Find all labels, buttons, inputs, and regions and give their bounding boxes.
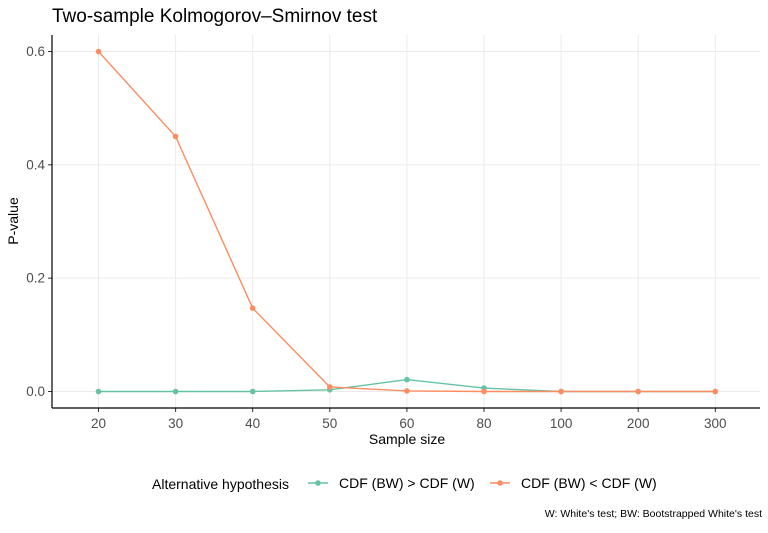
x-tick-label: 20: [91, 416, 106, 431]
legend-entry: CDF (BW) > CDF (W): [308, 475, 475, 491]
data-point: [481, 388, 487, 395]
legend: Alternative hypothesis CDF (BW) > CDF (W…: [152, 475, 657, 492]
legend-key-point: [315, 480, 321, 486]
x-tick-label: 80: [476, 416, 491, 431]
data-point: [249, 388, 256, 395]
data-point: [95, 388, 102, 395]
chart-title: Two-sample Kolmogorov–Smirnov test: [52, 6, 378, 27]
x-tick-label: 60: [399, 416, 414, 431]
x-tick-label: 200: [627, 416, 650, 431]
y-tick-label: 0.6: [26, 44, 45, 59]
data-point: [249, 305, 256, 312]
x-tick-label: 30: [168, 416, 183, 431]
y-tick-label: 0.0: [26, 384, 45, 399]
legend-key-point: [497, 480, 503, 486]
legend-entry: CDF (BW) < CDF (W): [490, 475, 657, 491]
y-axis-title: P-value: [5, 197, 21, 245]
x-tick-label: 50: [322, 416, 337, 431]
legend-label: CDF (BW) > CDF (W): [339, 475, 475, 491]
data-point: [558, 388, 564, 395]
data-point: [95, 48, 102, 55]
data-point: [172, 133, 179, 140]
legend-entries: CDF (BW) > CDF (W) CDF (BW) < CDF (W): [308, 475, 657, 491]
axis-layer: 20 30 40 50 60 80 100 200 300 0.0 0.2 0.4 0.6: [26, 35, 760, 431]
y-tick-label: 0.2: [26, 271, 45, 286]
x-axis-title: Sample size: [369, 431, 445, 447]
series-group: [95, 48, 719, 395]
x-tick-label: 100: [550, 416, 573, 431]
data-point: [404, 388, 410, 394]
y-tick-label: 0.4: [26, 157, 45, 172]
x-tick-label: 300: [704, 416, 727, 431]
data-point: [327, 384, 333, 390]
grid-layer: [52, 35, 760, 408]
data-point: [404, 376, 410, 383]
series-layer: [95, 48, 719, 395]
data-point: [712, 388, 719, 395]
x-tick-label: 40: [245, 416, 260, 431]
legend-label: CDF (BW) < CDF (W): [521, 475, 657, 491]
legend-title: Alternative hypothesis: [152, 476, 289, 492]
data-point: [172, 388, 179, 395]
data-point: [635, 388, 641, 395]
chart-caption: W: White's test; BW: Bootstrapped White'…: [545, 508, 762, 520]
